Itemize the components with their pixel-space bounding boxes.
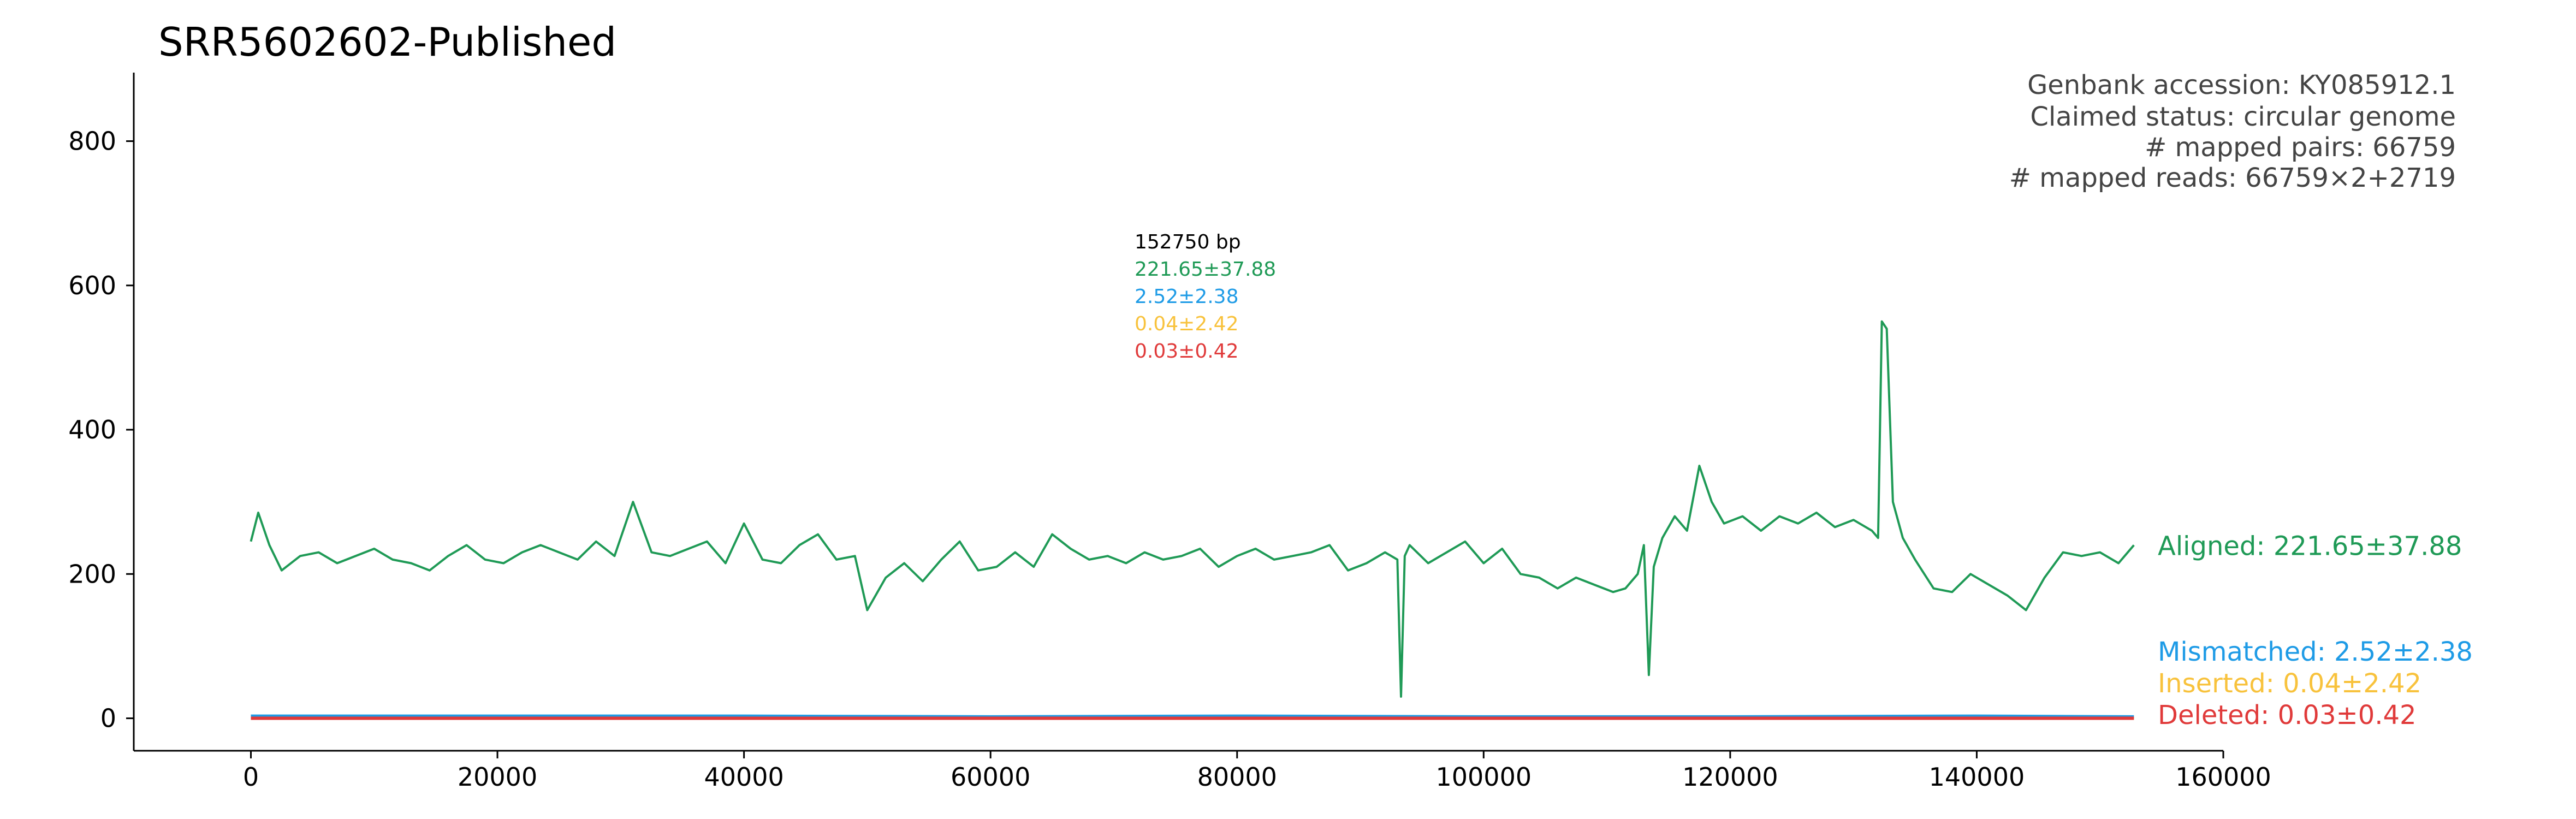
- stats-deleted: 0.03±0.42: [1135, 340, 1238, 363]
- y-tick-label: 800: [68, 127, 116, 156]
- x-tick-label: 120000: [1682, 762, 1778, 792]
- chart-title: SRR5602602-Published: [158, 19, 616, 65]
- x-tick-label: 60000: [951, 762, 1030, 792]
- y-ticks: 0 200 400 600 800: [68, 127, 134, 733]
- y-tick-label: 0: [100, 704, 116, 733]
- info-box: Genbank accession: KY085912.1 Claimed st…: [2009, 70, 2456, 193]
- info-mapped-reads: # mapped reads: 66759×2+2719: [2009, 163, 2456, 193]
- stats-aligned: 221.65±37.88: [1135, 258, 1276, 281]
- stats-mismatched: 2.52±2.38: [1135, 286, 1238, 308]
- series-label-inserted: Inserted: 0.04±2.42: [2158, 668, 2421, 699]
- x-tick-label: 40000: [704, 762, 784, 792]
- axes: [133, 73, 2223, 752]
- x-tick-label: 0: [243, 762, 259, 792]
- x-tick-label: 140000: [1929, 762, 2025, 792]
- x-tick-label: 160000: [2175, 762, 2271, 792]
- info-mapped-pairs: # mapped pairs: 66759: [2145, 132, 2456, 163]
- stats-inserted: 0.04±2.42: [1135, 313, 1238, 335]
- info-genbank-accession: Genbank accession: KY085912.1: [2027, 70, 2456, 100]
- y-tick-label: 600: [68, 271, 116, 300]
- series-label-aligned: Aligned: 221.65±37.88: [2158, 531, 2462, 561]
- series-layer: [250, 320, 2135, 720]
- x-ticks: 0 20000 40000 60000 80000 100000 120000 140000 1…: [243, 751, 2271, 792]
- series-label-deleted: Deleted: 0.03±0.42: [2158, 700, 2417, 731]
- series-labels: Aligned: 221.65±37.88 Mismatched: 2.52±2.…: [2158, 531, 2473, 731]
- x-tick-label: 20000: [458, 762, 537, 792]
- stats-box: 152750 bp 221.65±37.88 2.52±2.38 0.04±2.…: [1135, 231, 1276, 363]
- y-tick-label: 400: [68, 415, 116, 444]
- y-tick-label: 200: [68, 559, 116, 589]
- x-tick-label: 80000: [1197, 762, 1277, 792]
- series-line-mismatched: [251, 714, 2134, 719]
- x-tick-label: 100000: [1436, 762, 1532, 792]
- series-line-aligned: [250, 320, 2135, 698]
- info-claimed-status: Claimed status: circular genome: [2030, 102, 2456, 132]
- stats-length: 152750 bp: [1135, 231, 1241, 253]
- series-label-mismatched: Mismatched: 2.52±2.38: [2158, 637, 2473, 667]
